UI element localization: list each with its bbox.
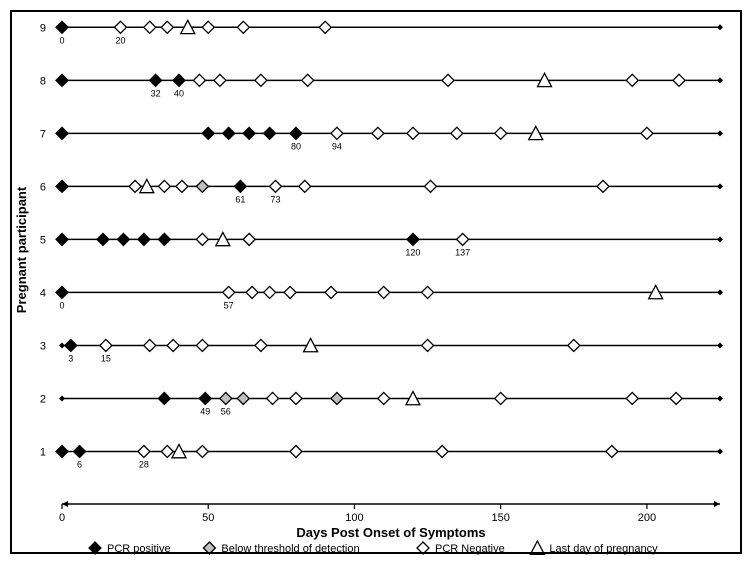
chart-container: 9020832407809466173512013740573315249561…	[0, 0, 752, 564]
outer-frame	[10, 10, 742, 554]
